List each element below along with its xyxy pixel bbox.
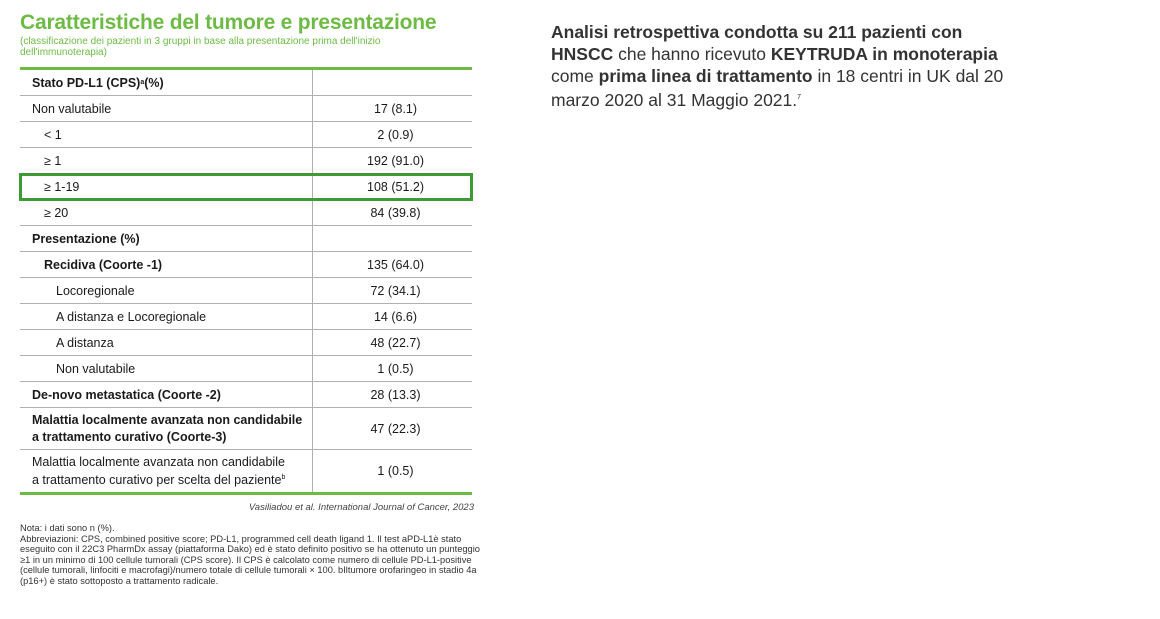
row-label-line1: Malattia localmente avanzata non candida… [32,454,285,469]
table-row: Recidiva (Coorte -1) 135 (64.0) [20,252,472,278]
table-row: Locoregionale 72 (34.1) [20,278,472,304]
characteristics-table: Stato PD-L1 (CPS) a (%) Non valutabile 17… [19,67,473,495]
row-value [313,226,472,251]
row-label: ≥ 20 [20,200,313,225]
footnote-marker: b [281,473,286,481]
table-row: ≥ 1 192 (91.0) [20,148,472,174]
row-value: 1 (0.5) [377,361,414,376]
intro-part: in 18 centri in UK dal 20 marzo 2020 al … [551,66,1004,110]
row-label: < 1 [20,122,313,147]
reference-marker: 7 [797,94,802,101]
note-line: Nota: i dati sono n (%). [20,523,115,533]
row-label-line1: Malattia localmente avanzata non candida… [32,412,303,427]
row-label: Presentazione (%) [20,226,313,251]
table-row: Non valutabile 17 (8.1) [20,96,472,122]
row-value: 48 (22.7) [370,335,421,350]
row-label: A distanza e Locoregionale [20,304,313,329]
row-label: A distanza [20,330,313,355]
row-label: Recidiva (Coorte -1) [20,252,313,277]
table-row: Non valutabile 1 (0.5) [20,356,472,382]
table-row: ≥ 20 84 (39.8) [20,200,472,226]
row-label: Non valutabile [20,356,313,381]
table-row: De-novo metastatica (Coorte -2) 28 (13.3… [20,382,472,408]
intro-highlight: KEYTRUDA in monoterapia [770,44,998,64]
intro-highlight: prima linea di trattamento [598,66,813,86]
row-value: 2 (0.9) [377,127,414,142]
abbreviations-note: Abbreviazioni: CPS, combined positive sc… [20,533,480,586]
table-row: < 1 2 (0.9) [20,122,472,148]
row-label: Non valutabile [20,96,313,121]
row-value: 17 (8.1) [373,101,418,116]
intro-highlight: 211 pazienti con HNSCC [551,22,963,64]
row-value: 14 (6.6) [373,309,418,324]
page-title: Caratteristiche del tumore e presentazio… [20,11,437,34]
study-description: Analisi retrospettiva condotta su 211 pa… [551,21,1011,111]
intro-part: che hanno ricevuto [613,44,771,64]
table-row: Stato PD-L1 (CPS) a (%) [20,70,472,96]
row-label: Locoregionale [20,278,313,303]
row-label: ≥ 1-19 [20,174,313,199]
row-value: 84 (39.8) [370,205,421,220]
row-value: 28 (13.3) [370,387,421,402]
table-row: Presentazione (%) [20,226,472,252]
row-label: ≥ 1 [20,148,313,173]
table-row: Malattia localmente avanzata non candida… [20,450,472,492]
row-value: 108 (51.2) [367,179,424,194]
row-label: Stato PD-L1 (CPS) [32,75,141,90]
footnotes: Nota: i dati sono n (%). Abbreviazioni: … [20,523,490,586]
table-row: A distanza 48 (22.7) [20,330,472,356]
citation: Vasiliadou et al. International Journal … [248,502,474,513]
table-row: A distanza e Locoregionale 14 (6.6) [20,304,472,330]
intro-part: come [551,66,599,86]
row-value: 135 (64.0) [367,257,424,272]
footnote-marker: a [140,79,145,86]
row-value: 47 (22.3) [370,421,421,436]
table-row: Malattia localmente avanzata non candida… [20,408,472,450]
row-label-suffix: (%) [144,75,164,90]
intro-part: Analisi retrospettiva condotta su [551,22,829,42]
row-value: 1 (0.5) [377,464,414,478]
row-value [313,70,472,95]
row-label-line2: a trattamento curativo (Coorte-3) [32,429,227,444]
page-subtitle: (classificazione dei pazienti in 3 grupp… [20,36,381,58]
table-row-highlighted: ≥ 1-19 108 (51.2) [19,173,473,201]
row-value: 192 (91.0) [367,153,424,168]
row-label: De-novo metastatica (Coorte -2) [20,382,313,407]
row-label-line2: a trattamento curativo per scelta del pa… [32,473,282,488]
row-value: 72 (34.1) [370,283,421,298]
